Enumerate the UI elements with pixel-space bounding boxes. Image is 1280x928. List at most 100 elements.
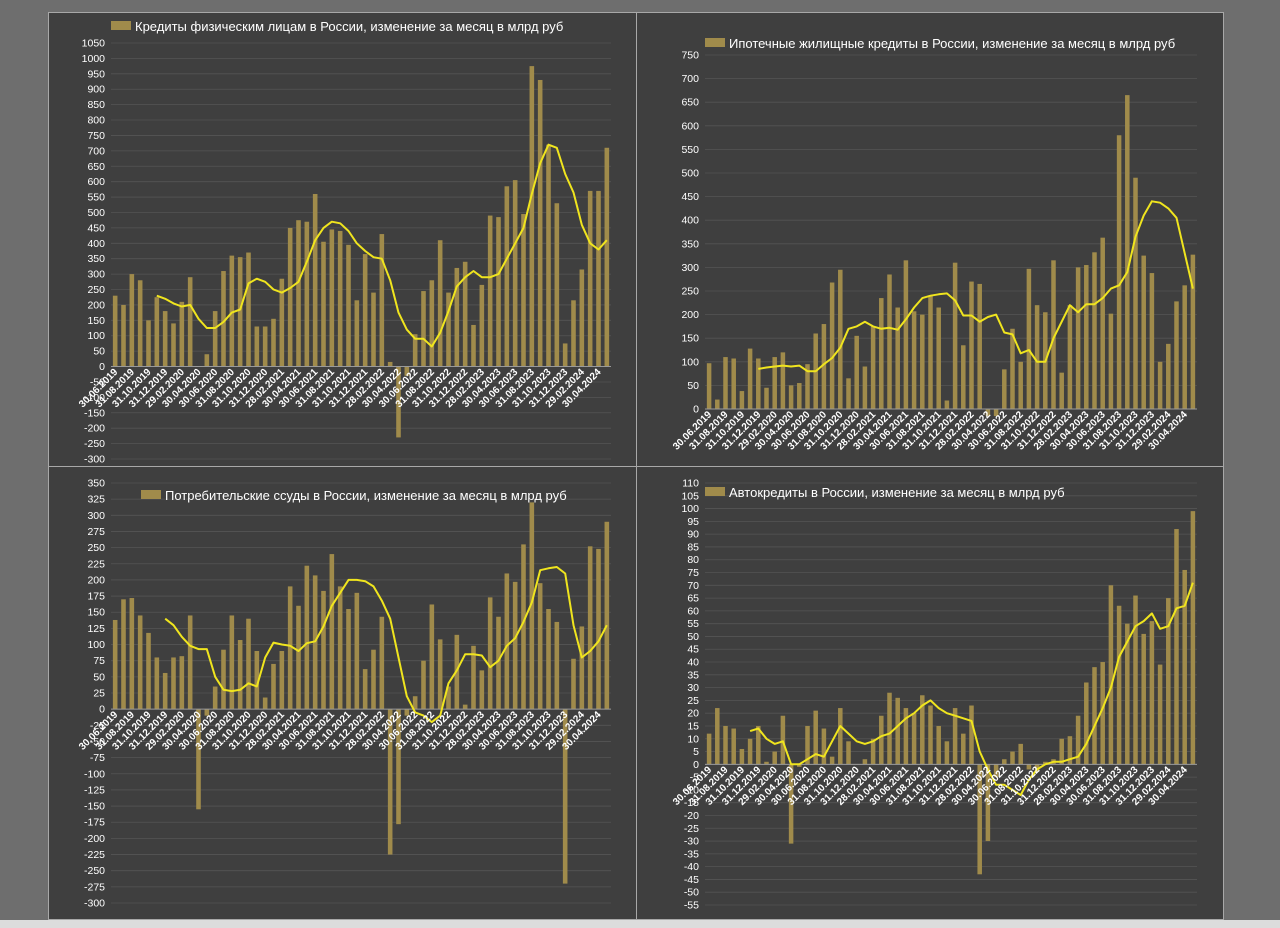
bar bbox=[162, 311, 168, 367]
y-tick-label: -15 bbox=[684, 797, 699, 809]
bar bbox=[1133, 177, 1138, 409]
bar bbox=[204, 354, 210, 367]
bar bbox=[496, 616, 501, 710]
y-tick-label: -275 bbox=[84, 881, 105, 893]
chart-svg: -55-50-45-40-35-30-25-20-15-10-505101520… bbox=[671, 478, 1197, 912]
y-tick-label: 85 bbox=[687, 541, 699, 553]
bar bbox=[412, 334, 418, 367]
bar bbox=[346, 244, 351, 367]
y-tick-label: 325 bbox=[87, 494, 105, 506]
bar bbox=[1116, 135, 1122, 409]
bar bbox=[1108, 585, 1114, 765]
bar bbox=[985, 764, 991, 842]
bar bbox=[1026, 268, 1032, 409]
bar bbox=[554, 621, 560, 710]
bar bbox=[1092, 667, 1097, 765]
bar bbox=[944, 400, 950, 409]
bar bbox=[1002, 759, 1007, 765]
bar bbox=[229, 255, 235, 367]
bar bbox=[296, 220, 301, 367]
y-tick-label: -55 bbox=[684, 900, 699, 912]
bar bbox=[764, 761, 769, 765]
bar bbox=[1149, 621, 1155, 765]
y-tick-label: 300 bbox=[87, 510, 105, 522]
bar bbox=[747, 738, 753, 765]
bar bbox=[479, 284, 485, 367]
bar bbox=[546, 144, 551, 367]
bar bbox=[187, 277, 193, 367]
y-tick-label: 15 bbox=[687, 720, 699, 732]
bar bbox=[829, 282, 835, 409]
bar bbox=[579, 269, 585, 367]
bar bbox=[462, 261, 468, 367]
bar bbox=[279, 651, 285, 710]
bar bbox=[562, 343, 568, 367]
bar bbox=[862, 759, 868, 765]
bar bbox=[870, 326, 876, 409]
bar bbox=[895, 697, 900, 765]
bar bbox=[1002, 369, 1007, 409]
bar bbox=[321, 241, 326, 367]
bar bbox=[404, 366, 410, 376]
bar bbox=[162, 672, 168, 710]
bar bbox=[838, 708, 843, 765]
bar bbox=[838, 269, 843, 409]
bar bbox=[437, 639, 443, 710]
bar bbox=[496, 217, 501, 367]
bar bbox=[379, 616, 385, 710]
y-tick-label: 850 bbox=[87, 99, 105, 111]
bar bbox=[928, 705, 933, 765]
y-tick-label: 30 bbox=[687, 682, 699, 694]
bar bbox=[780, 352, 786, 409]
bar bbox=[879, 715, 884, 765]
bar bbox=[171, 323, 176, 367]
legend-swatch bbox=[111, 21, 131, 30]
bar bbox=[1084, 682, 1089, 765]
bar bbox=[887, 274, 892, 409]
y-tick-label: 35 bbox=[687, 669, 699, 681]
y-tick-label: 5 bbox=[693, 746, 699, 758]
y-tick-label: 80 bbox=[687, 554, 699, 566]
y-tick-label: 125 bbox=[87, 623, 105, 635]
chart-svg: -300 -250 -200 -150 -100 -50 0 50 100 150 200 250 30… bbox=[77, 19, 611, 466]
y-tick-label: 150 bbox=[87, 607, 105, 619]
bar bbox=[903, 260, 909, 409]
bar bbox=[246, 618, 251, 710]
bar bbox=[1051, 260, 1056, 409]
bar bbox=[479, 670, 485, 710]
bar bbox=[371, 649, 376, 710]
bar bbox=[546, 609, 551, 710]
bar bbox=[887, 692, 892, 765]
bar bbox=[928, 295, 933, 409]
bar bbox=[287, 586, 293, 710]
bar bbox=[944, 741, 950, 765]
y-tick-label: 650 bbox=[681, 97, 699, 109]
bar bbox=[706, 733, 712, 765]
bar bbox=[271, 318, 276, 367]
bar bbox=[756, 725, 761, 765]
legend-label: Потребительские ссуды в России, изменени… bbox=[165, 488, 567, 503]
bar bbox=[521, 214, 526, 367]
trend-line bbox=[156, 143, 608, 348]
trend-line bbox=[749, 582, 1194, 796]
bar bbox=[146, 632, 151, 710]
y-tick-label: -50 bbox=[90, 376, 105, 388]
y-tick-labels: 0 50 100 150 200 250 300 350 400 450 500 550 600 650 7… bbox=[681, 50, 699, 416]
bar bbox=[237, 257, 243, 367]
bar bbox=[446, 292, 451, 367]
bar bbox=[129, 598, 135, 710]
bar bbox=[715, 708, 720, 765]
y-tick-label: 250 bbox=[681, 286, 699, 298]
y-tick-label: -300 bbox=[84, 454, 105, 466]
y-tick-label: 900 bbox=[87, 84, 105, 96]
bar bbox=[993, 409, 999, 417]
y-tick-label: 10 bbox=[687, 733, 699, 745]
gridlines bbox=[111, 42, 611, 460]
gridlines bbox=[705, 54, 1197, 410]
bar bbox=[1034, 764, 1040, 773]
y-tick-label: 250 bbox=[87, 542, 105, 554]
bar bbox=[487, 597, 493, 710]
y-tick-label: 600 bbox=[681, 120, 699, 132]
bar bbox=[137, 280, 143, 367]
bar bbox=[587, 546, 593, 710]
